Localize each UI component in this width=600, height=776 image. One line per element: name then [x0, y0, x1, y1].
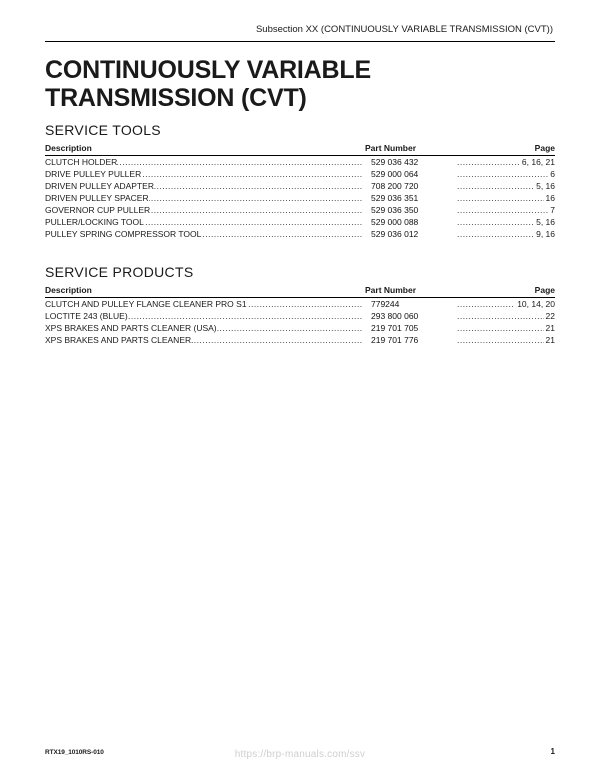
cell-description: DRIVEN PULLEY SPACER	[45, 192, 365, 204]
table-row: PULLER/LOCKING TOOL 529 000 088 5, 16	[45, 216, 555, 228]
table-row: GOVERNOR CUP PULLER 529 036 350 7	[45, 204, 555, 216]
cell-description: DRIVE PULLEY PULLER	[45, 168, 365, 180]
page-number: 1	[551, 747, 555, 756]
cell-page: 21	[455, 334, 555, 346]
cell-page: 5, 16	[455, 180, 555, 192]
table-row: DRIVEN PULLEY ADAPTER 708 200 720 5, 16	[45, 180, 555, 192]
top-divider	[45, 41, 555, 42]
page-text: 22	[544, 311, 555, 321]
page-title: CONTINUOUSLY VARIABLE TRANSMISSION (CVT)	[45, 56, 555, 112]
cell-part-number: 529 036 351	[365, 192, 455, 204]
cell-part-number: 708 200 720	[365, 180, 455, 192]
service-products-table-wrap: Description Part Number Page CLUTCH AND …	[45, 285, 555, 346]
cell-page: 5, 16	[455, 216, 555, 228]
col-header-part-number: Part Number	[365, 143, 455, 156]
cell-part-number: 529 036 350	[365, 204, 455, 216]
col-header-part-number: Part Number	[365, 285, 455, 298]
cell-description: DRIVEN PULLEY ADAPTER	[45, 180, 365, 192]
cell-part-number: 529 036 432	[365, 156, 455, 169]
table-row: CLUTCH AND PULLEY FLANGE CLEANER PRO S1 7…	[45, 298, 555, 311]
cell-description: XPS BRAKES AND PARTS CLEANER (USA)	[45, 322, 365, 334]
service-products-heading: SERVICE PRODUCTS	[45, 264, 555, 280]
col-header-page: Page	[455, 143, 555, 156]
service-tools-table-wrap: Description Part Number Page CLUTCH HOLD…	[45, 143, 555, 240]
description-text: CLUTCH AND PULLEY FLANGE CLEANER PRO S1	[45, 299, 247, 309]
table-row: CLUTCH HOLDER 529 036 432 6, 16, 21	[45, 156, 555, 169]
service-products-table: Description Part Number Page CLUTCH AND …	[45, 285, 555, 346]
page-text: 6	[548, 169, 555, 179]
table-row: DRIVEN PULLEY SPACER 529 036 351 16	[45, 192, 555, 204]
page-text: 10, 14, 20	[515, 299, 555, 309]
table-row: XPS BRAKES AND PARTS CLEANER 219 701 776 2…	[45, 334, 555, 346]
cell-description: CLUTCH AND PULLEY FLANGE CLEANER PRO S1	[45, 298, 365, 311]
cell-page: 7	[455, 204, 555, 216]
page-text: 21	[544, 335, 555, 345]
subsection-header: Subsection XX (CONTINUOUSLY VARIABLE TRA…	[45, 24, 555, 35]
cell-part-number: 219 701 705	[365, 322, 455, 334]
description-text: DRIVEN PULLEY SPACER	[45, 193, 149, 203]
page-text: 5, 16	[534, 181, 555, 191]
description-text: XPS BRAKES AND PARTS CLEANER	[45, 335, 191, 345]
cell-page: 22	[455, 310, 555, 322]
cell-part-number: 219 701 776	[365, 334, 455, 346]
cell-description: PULLER/LOCKING TOOL	[45, 216, 365, 228]
cell-part-number: 529 000 088	[365, 216, 455, 228]
cell-description: PULLEY SPRING COMPRESSOR TOOL	[45, 228, 365, 240]
description-text: XPS BRAKES AND PARTS CLEANER (USA)	[45, 323, 217, 333]
page-text: 5, 16	[534, 217, 555, 227]
service-tools-table: Description Part Number Page CLUTCH HOLD…	[45, 143, 555, 240]
description-text: CLUTCH HOLDER	[45, 157, 117, 167]
cell-page: 10, 14, 20	[455, 298, 555, 311]
cell-page: 6	[455, 168, 555, 180]
description-text: PULLER/LOCKING TOOL	[45, 217, 144, 227]
page-text: 21	[544, 323, 555, 333]
page-text: 7	[548, 205, 555, 215]
description-text: PULLEY SPRING COMPRESSOR TOOL	[45, 229, 201, 239]
page-text: 9, 16	[534, 229, 555, 239]
col-header-page: Page	[455, 285, 555, 298]
cell-part-number: 529 000 064	[365, 168, 455, 180]
table-row: PULLEY SPRING COMPRESSOR TOOL 529 036 012…	[45, 228, 555, 240]
cell-page: 21	[455, 322, 555, 334]
table-row: XPS BRAKES AND PARTS CLEANER (USA) 219 70…	[45, 322, 555, 334]
cell-description: GOVERNOR CUP PULLER	[45, 204, 365, 216]
cell-description: LOCTITE 243 (BLUE)	[45, 310, 365, 322]
description-text: DRIVEN PULLEY ADAPTER	[45, 181, 154, 191]
page-text: 6, 16, 21	[520, 157, 555, 167]
page-footer: RTX19_1010RS-010 1	[45, 747, 555, 756]
doc-id: RTX19_1010RS-010	[45, 749, 104, 756]
service-tools-heading: SERVICE TOOLS	[45, 122, 555, 138]
cell-page: 6, 16, 21	[455, 156, 555, 169]
cell-part-number: 779244	[365, 298, 455, 311]
col-header-description: Description	[45, 143, 365, 156]
cell-part-number: 293 800 060	[365, 310, 455, 322]
cell-page: 9, 16	[455, 228, 555, 240]
table-row: LOCTITE 243 (BLUE) 293 800 060 22	[45, 310, 555, 322]
cell-description: XPS BRAKES AND PARTS CLEANER	[45, 334, 365, 346]
table-row: DRIVE PULLEY PULLER 529 000 064 6	[45, 168, 555, 180]
col-header-description: Description	[45, 285, 365, 298]
cell-part-number: 529 036 012	[365, 228, 455, 240]
description-text: GOVERNOR CUP PULLER	[45, 205, 150, 215]
cell-page: 16	[455, 192, 555, 204]
page-text: 16	[544, 193, 555, 203]
cell-description: CLUTCH HOLDER	[45, 156, 365, 169]
description-text: LOCTITE 243 (BLUE)	[45, 311, 128, 321]
description-text: DRIVE PULLEY PULLER	[45, 169, 141, 179]
